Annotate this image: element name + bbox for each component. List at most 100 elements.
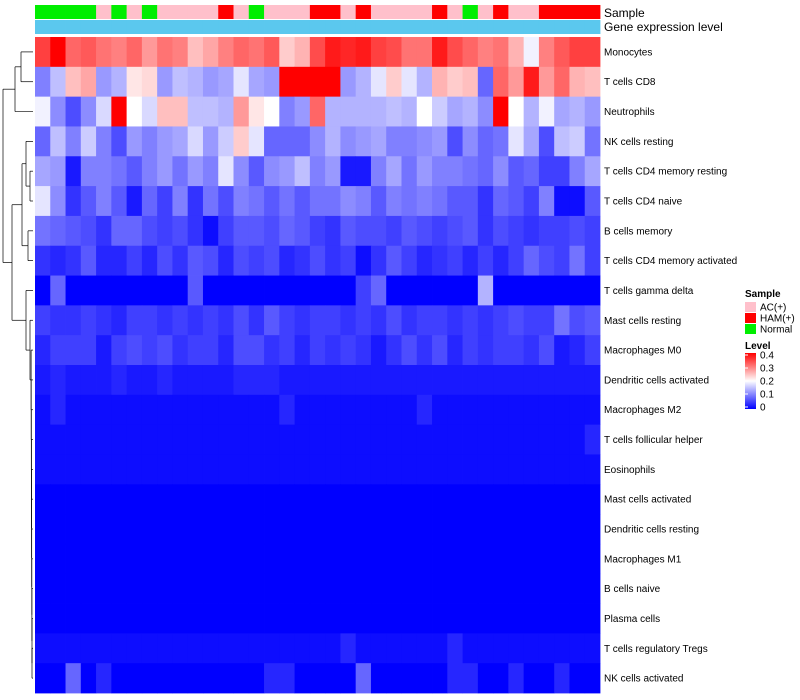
heatmap-cell <box>65 573 82 604</box>
heatmap-cell <box>432 573 448 604</box>
heatmap-cell <box>187 305 204 336</box>
heatmap-cell <box>218 663 234 694</box>
heatmap-cell <box>309 215 326 247</box>
heatmap-cell <box>432 394 448 426</box>
heatmap-cell <box>462 96 479 127</box>
heatmap-cell <box>96 603 112 634</box>
heatmap-cell <box>218 215 234 247</box>
heatmap-cell <box>294 126 311 157</box>
heatmap-cell <box>325 245 341 276</box>
sample-annotation-cell <box>508 5 525 19</box>
sample-annotation-cell <box>447 5 463 19</box>
heatmap-cell <box>294 37 311 68</box>
heatmap-cell <box>432 37 448 68</box>
expression-annotation-cell <box>447 20 463 34</box>
heatmap-cell <box>355 365 372 396</box>
heatmap-cell <box>35 394 51 426</box>
row-label: T cells regulatory Tregs <box>604 644 708 655</box>
heatmap-cell <box>65 484 82 515</box>
heatmap-cell <box>65 156 82 187</box>
heatmap-cell <box>157 424 173 455</box>
expression-annotation-cell <box>416 20 433 34</box>
heatmap-cell <box>172 543 189 575</box>
heatmap-cell <box>35 215 51 247</box>
heatmap-cell <box>477 424 494 455</box>
heatmap-cell <box>569 484 586 515</box>
heatmap-cell <box>126 663 143 694</box>
heatmap-cell <box>35 365 51 396</box>
heatmap-cell <box>386 573 402 604</box>
heatmap-cell <box>233 454 250 485</box>
heatmap-cell <box>584 126 601 157</box>
heatmap-cell <box>264 215 280 247</box>
heatmap-cell <box>462 424 479 455</box>
heatmap-cell <box>96 186 112 217</box>
heatmap-cell <box>80 126 97 157</box>
heatmap-cell <box>172 96 189 127</box>
heatmap-cell <box>80 484 97 515</box>
heatmap-cell <box>477 96 494 127</box>
heatmap-cell <box>264 543 280 575</box>
heatmap-cell <box>523 394 540 426</box>
heatmap-cell <box>340 543 357 575</box>
heatmap-cell <box>35 514 51 545</box>
heatmap-cell <box>569 305 586 336</box>
heatmap-cell <box>370 215 387 247</box>
heatmap-cell <box>80 186 97 217</box>
heatmap-cell <box>172 603 189 634</box>
heatmap-cell <box>416 186 433 217</box>
heatmap-cell <box>80 663 97 694</box>
heatmap-cell <box>462 365 479 396</box>
heatmap-cell <box>96 156 112 187</box>
legend-sample-entries: AC(+)HAM(+)Normal <box>745 302 795 336</box>
heatmap-cell <box>96 215 112 247</box>
heatmap-cell <box>462 603 479 634</box>
heatmap-cell <box>309 394 326 426</box>
heatmap-cell <box>218 126 234 157</box>
heatmap-cell <box>248 394 265 426</box>
heatmap-cell <box>157 573 173 604</box>
heatmap-cell <box>65 37 82 68</box>
heatmap-cell <box>401 215 418 247</box>
heatmap-cell <box>325 365 341 396</box>
heatmap-cell <box>248 663 265 694</box>
heatmap-cell <box>50 156 66 187</box>
heatmap-cell <box>157 633 173 664</box>
expression-annotation-cell <box>248 20 265 34</box>
row-labels: Monocytes T cells CD8 Neutrophils NK cells … <box>604 47 737 684</box>
heatmap-cell <box>523 126 540 157</box>
heatmap-cell <box>233 514 250 545</box>
heatmap-cell <box>447 96 463 127</box>
heatmap-cell <box>172 663 189 694</box>
heatmap-cell <box>172 305 189 336</box>
heatmap-cell <box>432 126 448 157</box>
row-label: NK cells activated <box>604 674 683 685</box>
heatmap-cell <box>462 663 479 694</box>
heatmap-cell <box>416 514 433 545</box>
heatmap-cell <box>187 156 204 187</box>
heatmap-cell <box>126 305 143 336</box>
heatmap-cell <box>569 394 586 426</box>
heatmap-cell <box>248 484 265 515</box>
heatmap-cell <box>386 514 402 545</box>
heatmap-cell <box>554 603 570 634</box>
heatmap-cell <box>126 454 143 485</box>
heatmap-cell <box>202 335 219 366</box>
heatmap-cell <box>157 514 173 545</box>
row-label: NK cells resting <box>604 137 673 148</box>
heatmap-cell <box>218 37 234 68</box>
heatmap-cell <box>218 335 234 366</box>
heatmap-cell <box>187 335 204 366</box>
heatmap-cell <box>447 335 463 366</box>
heatmap-cell <box>111 454 128 485</box>
heatmap-cell <box>554 305 570 336</box>
heatmap-cell <box>340 275 357 306</box>
heatmap-cell <box>248 96 265 127</box>
heatmap-cell <box>477 543 494 575</box>
heatmap-cell <box>370 365 387 396</box>
heatmap-cell <box>309 424 326 455</box>
heatmap-cell <box>462 215 479 247</box>
heatmap-cell <box>309 663 326 694</box>
heatmap-cell <box>233 484 250 515</box>
heatmap-cell <box>569 603 586 634</box>
